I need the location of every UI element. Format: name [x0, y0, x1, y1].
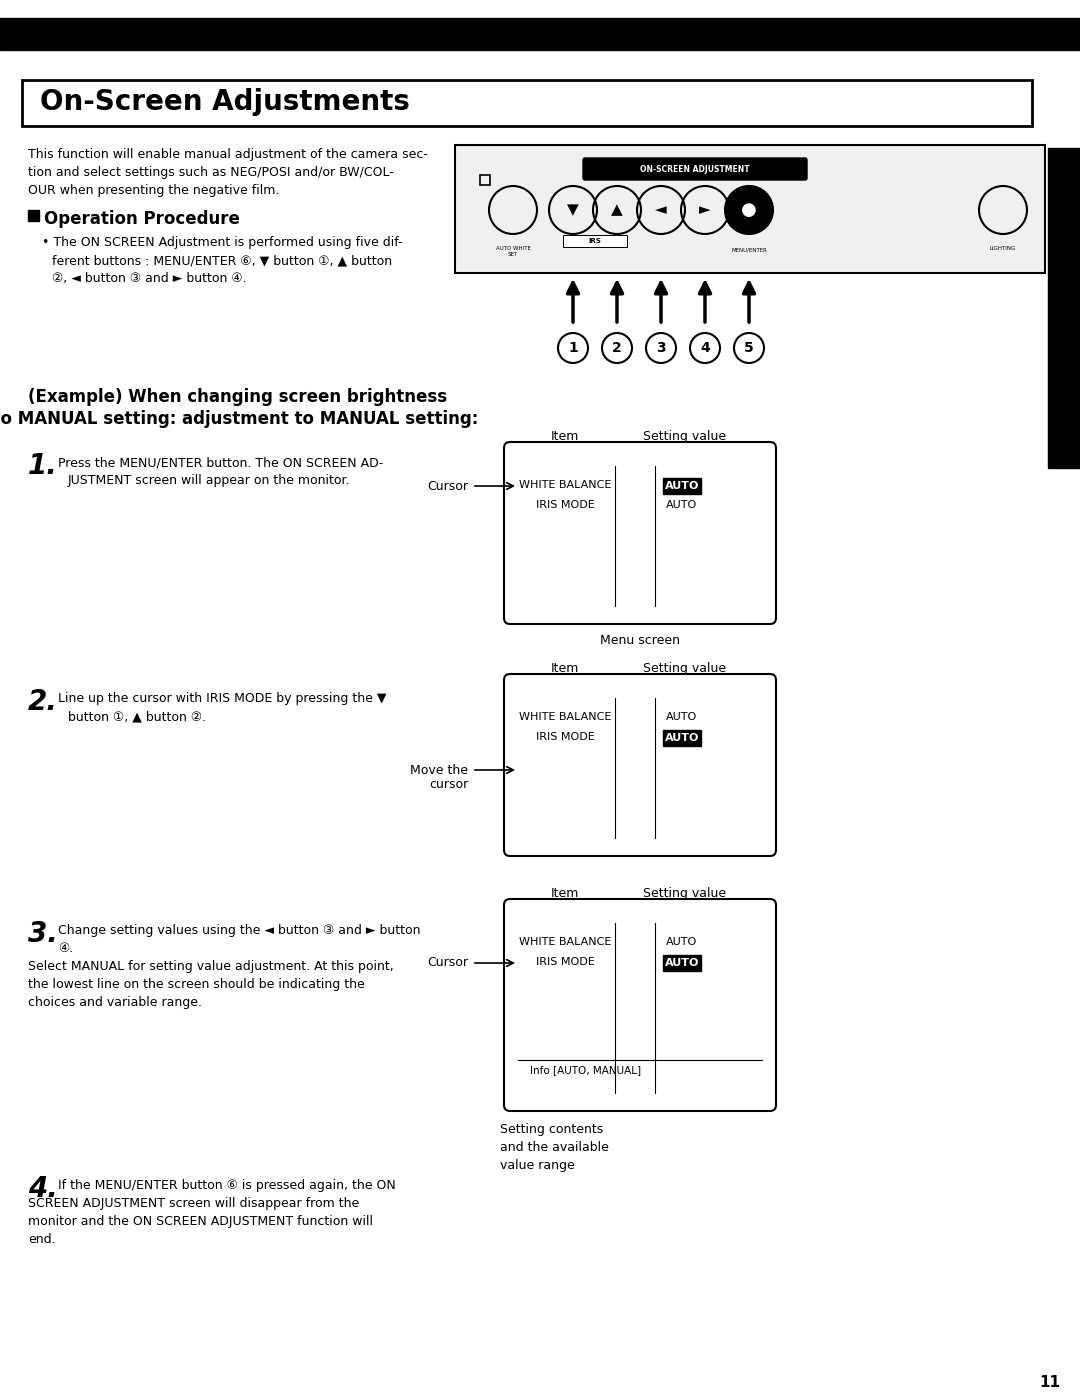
Text: SCREEN ADJUSTMENT screen will disappear from the: SCREEN ADJUSTMENT screen will disappear … — [28, 1197, 360, 1210]
Text: (Example) When changing screen brightness: (Example) When changing screen brightnes… — [28, 388, 447, 407]
Bar — [563, 235, 627, 247]
Text: 2.: 2. — [28, 687, 57, 717]
Circle shape — [725, 186, 773, 235]
Text: WHITE BALANCE: WHITE BALANCE — [518, 937, 611, 947]
Text: Setting value: Setting value — [644, 887, 727, 900]
Text: 3.: 3. — [28, 921, 57, 949]
Text: WHITE BALANCE: WHITE BALANCE — [518, 712, 611, 722]
Text: Info [AUTO, MANUAL]: Info [AUTO, MANUAL] — [530, 1065, 642, 1076]
Text: • The ON SCREEN Adjustment is performed using five dif-: • The ON SCREEN Adjustment is performed … — [42, 236, 403, 249]
Text: IRIS MODE: IRIS MODE — [536, 732, 594, 742]
Text: and the available: and the available — [500, 1141, 609, 1154]
Text: IRIS MODE: IRIS MODE — [536, 500, 594, 510]
Text: OUR when presenting the negative film.: OUR when presenting the negative film. — [28, 184, 280, 197]
Bar — [663, 956, 701, 971]
Bar — [455, 145, 1045, 272]
Text: Menu screen: Menu screen — [600, 634, 680, 647]
Text: AUTO: AUTO — [665, 481, 699, 490]
Text: end.: end. — [28, 1234, 56, 1246]
Text: Setting value: Setting value — [644, 662, 727, 675]
Text: Line up the cursor with IRIS MODE by pressing the ▼: Line up the cursor with IRIS MODE by pre… — [58, 692, 387, 705]
Text: AUTO: AUTO — [666, 712, 698, 722]
Text: Move the: Move the — [410, 764, 468, 777]
Text: ▲: ▲ — [611, 203, 623, 218]
Text: the lowest line on the screen should be indicating the: the lowest line on the screen should be … — [28, 978, 365, 990]
Text: Press the MENU/ENTER button. The ON SCREEN AD-: Press the MENU/ENTER button. The ON SCRE… — [58, 455, 383, 469]
Text: 4: 4 — [700, 341, 710, 355]
Text: AUTO: AUTO — [666, 500, 698, 510]
Text: 11: 11 — [1039, 1375, 1061, 1390]
Text: JUSTMENT screen will appear on the monitor.: JUSTMENT screen will appear on the monit… — [68, 474, 351, 488]
Text: 5: 5 — [744, 341, 754, 355]
Text: IRIS MODE: IRIS MODE — [536, 957, 594, 967]
Text: On-Screen Adjustments: On-Screen Adjustments — [40, 88, 410, 116]
Bar — [0, 18, 1080, 50]
Text: 1: 1 — [568, 341, 578, 355]
FancyBboxPatch shape — [504, 673, 777, 856]
Text: LIGHTING: LIGHTING — [990, 246, 1016, 251]
Text: value range: value range — [500, 1160, 575, 1172]
Text: cursor: cursor — [429, 778, 468, 791]
Text: IRS: IRS — [589, 237, 602, 244]
Text: ●: ● — [741, 201, 757, 219]
Text: ◄: ◄ — [656, 203, 666, 218]
Text: Cursor: Cursor — [427, 479, 468, 493]
Text: Select MANUAL for setting value adjustment. At this point,: Select MANUAL for setting value adjustme… — [28, 960, 394, 972]
Text: ferent buttons : MENU/ENTER ⑥, ▼ button ①, ▲ button: ferent buttons : MENU/ENTER ⑥, ▼ button … — [52, 254, 392, 267]
Text: monitor and the ON SCREEN ADJUSTMENT function will: monitor and the ON SCREEN ADJUSTMENT fun… — [28, 1215, 373, 1228]
Text: Item: Item — [551, 887, 579, 900]
Text: tion and select settings such as NEG/POSI and/or BW/COL-: tion and select settings such as NEG/POS… — [28, 166, 394, 179]
Text: adjustment to MANUAL setting:: adjustment to MANUAL setting: — [181, 409, 478, 427]
Text: ►: ► — [699, 203, 711, 218]
Text: 1.: 1. — [28, 453, 57, 481]
Text: Item: Item — [551, 430, 579, 443]
Text: AUTO: AUTO — [665, 733, 699, 743]
Text: Operation Procedure: Operation Procedure — [44, 210, 240, 228]
FancyBboxPatch shape — [504, 441, 777, 624]
FancyBboxPatch shape — [583, 158, 807, 180]
Text: ②, ◄ button ③ and ► button ④.: ②, ◄ button ③ and ► button ④. — [52, 272, 246, 285]
Text: Change setting values using the ◄ button ③ and ► button: Change setting values using the ◄ button… — [58, 923, 420, 937]
FancyBboxPatch shape — [504, 900, 777, 1111]
Bar — [1048, 148, 1080, 468]
Text: AUTO: AUTO — [666, 937, 698, 947]
Text: button ①, ▲ button ②.: button ①, ▲ button ②. — [68, 710, 206, 724]
Text: Setting value: Setting value — [644, 430, 727, 443]
Bar — [28, 210, 39, 221]
Text: Cursor: Cursor — [427, 957, 468, 970]
Text: choices and variable range.: choices and variable range. — [28, 996, 202, 1009]
Text: AUTO: AUTO — [665, 958, 699, 968]
Text: adjustment to MANUAL setting:: adjustment to MANUAL setting: — [0, 409, 176, 427]
Text: MENU/ENTER: MENU/ENTER — [731, 247, 767, 251]
Text: ON-SCREEN ADJUSTMENT: ON-SCREEN ADJUSTMENT — [640, 165, 750, 173]
Text: 4.: 4. — [28, 1175, 57, 1203]
Text: If the MENU/ENTER button ⑥ is pressed again, the ON: If the MENU/ENTER button ⑥ is pressed ag… — [58, 1179, 395, 1192]
Bar — [22, 80, 1032, 126]
Bar — [663, 478, 701, 495]
Text: AUTO WHITE
SET: AUTO WHITE SET — [496, 246, 530, 257]
Text: Setting contents: Setting contents — [500, 1123, 604, 1136]
Bar — [480, 175, 490, 184]
Text: This function will enable manual adjustment of the camera sec-: This function will enable manual adjustm… — [28, 148, 428, 161]
Text: 3: 3 — [657, 341, 665, 355]
Text: ENGLISH: ENGLISH — [1057, 278, 1070, 338]
Text: ▼: ▼ — [567, 203, 579, 218]
Text: 2: 2 — [612, 341, 622, 355]
Text: ④.: ④. — [58, 942, 73, 956]
Bar — [663, 731, 701, 746]
Text: WHITE BALANCE: WHITE BALANCE — [518, 481, 611, 490]
Text: Item: Item — [551, 662, 579, 675]
